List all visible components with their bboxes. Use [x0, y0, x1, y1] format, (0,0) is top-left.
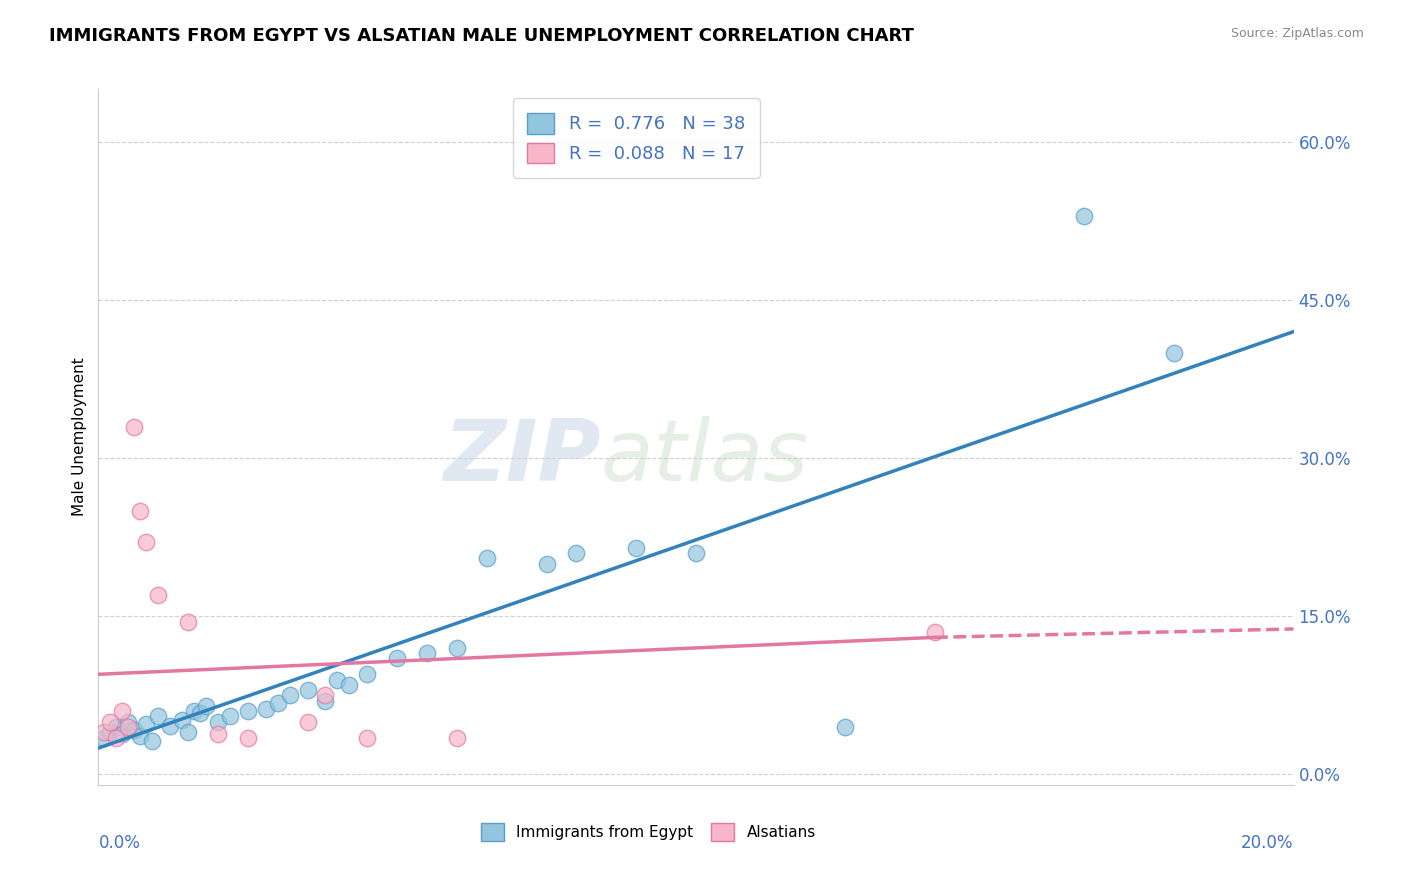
- Text: Source: ZipAtlas.com: Source: ZipAtlas.com: [1230, 27, 1364, 40]
- Point: [135, 716, 157, 731]
- Point: [93, 725, 115, 739]
- Point: [475, 551, 498, 566]
- Point: [135, 535, 157, 549]
- Point: [326, 673, 349, 687]
- Point: [188, 706, 211, 721]
- Point: [1073, 209, 1095, 223]
- Point: [685, 546, 707, 560]
- Point: [141, 733, 163, 747]
- Point: [177, 615, 200, 629]
- Point: [117, 714, 139, 729]
- Point: [278, 689, 301, 703]
- Point: [416, 646, 439, 660]
- Point: [159, 719, 181, 733]
- Point: [236, 731, 259, 745]
- Point: [124, 419, 146, 434]
- Point: [339, 678, 361, 692]
- Point: [315, 689, 337, 703]
- Point: [183, 704, 205, 718]
- Point: [267, 696, 290, 710]
- Point: [195, 698, 218, 713]
- Text: IMMIGRANTS FROM EGYPT VS ALSATIAN MALE UNEMPLOYMENT CORRELATION CHART: IMMIGRANTS FROM EGYPT VS ALSATIAN MALE U…: [49, 27, 914, 45]
- Text: 0.0%: 0.0%: [98, 834, 141, 852]
- Point: [129, 730, 152, 744]
- Point: [207, 714, 229, 729]
- Point: [924, 625, 946, 640]
- Point: [105, 720, 128, 734]
- Point: [446, 640, 468, 655]
- Text: atlas: atlas: [600, 417, 808, 500]
- Legend: Immigrants from Egypt, Alsatians: Immigrants from Egypt, Alsatians: [475, 817, 821, 847]
- Point: [536, 557, 558, 571]
- Point: [124, 723, 146, 738]
- Point: [254, 702, 277, 716]
- Point: [177, 725, 200, 739]
- Point: [148, 588, 170, 602]
- Point: [565, 546, 588, 560]
- Point: [297, 714, 319, 729]
- Text: ZIP: ZIP: [443, 417, 600, 500]
- Point: [315, 693, 337, 707]
- Point: [93, 731, 115, 745]
- Point: [117, 720, 139, 734]
- Point: [297, 683, 319, 698]
- Point: [834, 720, 856, 734]
- Point: [129, 504, 152, 518]
- Point: [1163, 345, 1185, 359]
- Point: [385, 651, 409, 665]
- Point: [219, 709, 242, 723]
- Point: [148, 709, 170, 723]
- Point: [626, 541, 648, 555]
- Point: [236, 704, 259, 718]
- Point: [98, 714, 122, 729]
- Point: [105, 731, 128, 745]
- Point: [207, 727, 229, 741]
- Point: [446, 731, 468, 745]
- Point: [98, 725, 122, 739]
- Text: 20.0%: 20.0%: [1241, 834, 1294, 852]
- Point: [172, 713, 194, 727]
- Point: [356, 667, 378, 681]
- Point: [111, 727, 134, 741]
- Point: [356, 731, 378, 745]
- Y-axis label: Male Unemployment: Male Unemployment: [72, 358, 87, 516]
- Point: [111, 704, 134, 718]
